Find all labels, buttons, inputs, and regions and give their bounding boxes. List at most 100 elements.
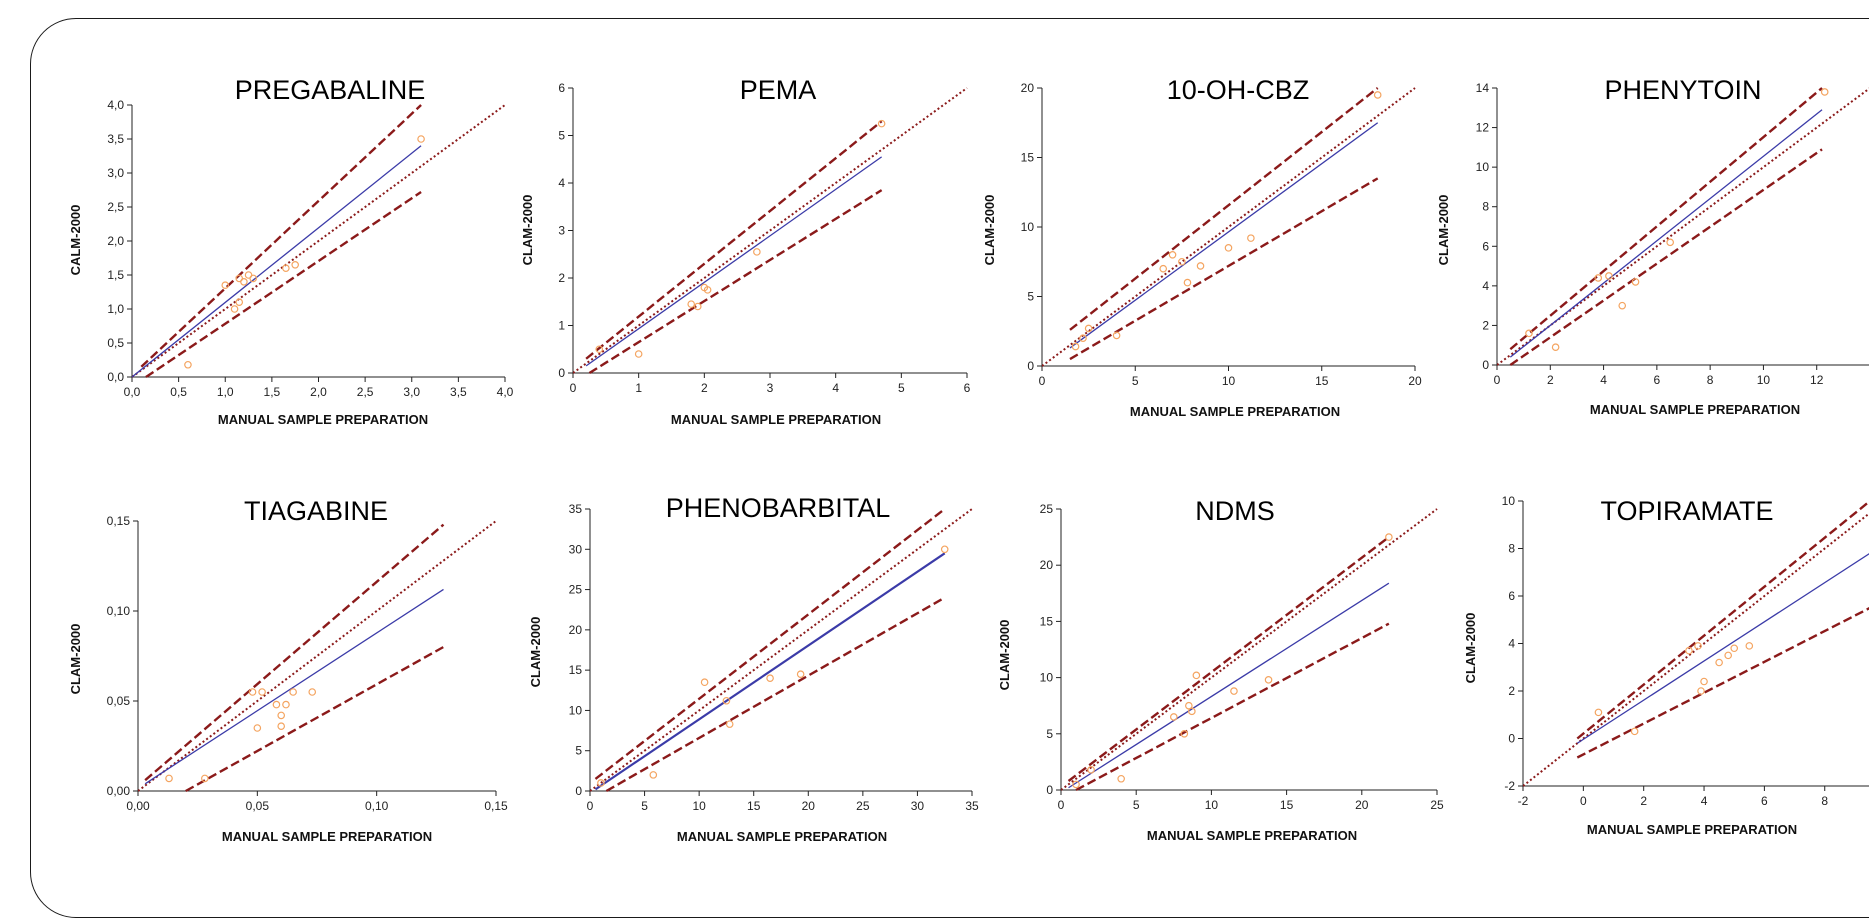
y-tick-label: 2,0 — [107, 234, 124, 248]
x-tick-label: 15 — [1280, 798, 1294, 812]
identity-line — [138, 520, 497, 792]
ci-lower-line — [605, 596, 946, 793]
ci-lower-line — [1075, 622, 1390, 792]
data-point — [1715, 658, 1723, 667]
y-tick-label: 30 — [569, 542, 583, 556]
y-tick-label: 0,05 — [107, 694, 131, 708]
x-tick-label: 1,0 — [217, 385, 234, 399]
data-point — [282, 700, 290, 709]
data-point — [201, 774, 209, 783]
chart-title: PREGABALINE — [235, 75, 426, 105]
x-tick-label: 10 — [1222, 374, 1236, 388]
data-point — [1084, 324, 1093, 333]
data-point — [703, 286, 712, 294]
ci-upper-line — [1069, 87, 1379, 331]
regression-line — [1069, 122, 1379, 349]
y-axis-label: CLAM-2000 — [997, 620, 1012, 691]
x-tick-label: 15 — [1315, 374, 1329, 388]
data-point — [230, 305, 239, 313]
y-tick-label: 0,00 — [107, 784, 131, 798]
identity-line — [590, 508, 973, 792]
ci-lower-line — [1069, 177, 1379, 361]
x-tick-label: 0,0 — [124, 385, 141, 399]
y-tick-label: 15 — [569, 663, 583, 677]
x-tick-label: 12 — [1810, 373, 1824, 387]
x-tick-label: 4 — [1600, 373, 1607, 387]
data-point — [1724, 651, 1732, 660]
data-point — [1071, 342, 1080, 351]
x-tick-label: 3 — [767, 381, 774, 395]
x-tick-label: 4 — [832, 381, 839, 395]
x-tick-label: 20 — [1408, 374, 1422, 388]
x-tick-label: 0,5 — [170, 385, 187, 399]
data-point — [595, 345, 604, 354]
y-tick-label: 8 — [1482, 200, 1489, 214]
y-axis-label: CLAM-2000 — [528, 617, 543, 688]
data-point — [282, 264, 290, 273]
ci-upper-line — [585, 120, 883, 360]
y-tick-label: 2,5 — [107, 200, 124, 214]
data-point — [940, 545, 949, 554]
data-point — [1820, 88, 1829, 96]
y-tick-label: 12 — [1476, 121, 1490, 135]
data-point — [597, 779, 605, 787]
ci-upper-line — [594, 508, 946, 780]
data-point — [248, 688, 257, 696]
ci-lower-line — [1576, 607, 1869, 759]
x-tick-label: 5 — [641, 799, 648, 813]
y-tick-label: -2 — [1504, 779, 1515, 793]
x-tick-label: 2 — [701, 381, 708, 395]
x-tick-label: 2,0 — [310, 385, 327, 399]
data-point — [1112, 331, 1121, 340]
data-point — [1525, 329, 1533, 338]
chart-title: TIAGABINE — [244, 496, 388, 526]
x-axis-label: MANUAL SAMPLE PREPARATION — [1587, 822, 1797, 837]
regression-line — [585, 156, 883, 367]
data-point — [649, 771, 658, 779]
x-tick-label: 0 — [1039, 374, 1046, 388]
x-tick-label: 2,5 — [357, 385, 374, 399]
data-point — [1087, 765, 1095, 774]
data-point — [1117, 774, 1125, 783]
data-point — [687, 300, 696, 308]
data-point — [1666, 238, 1674, 247]
y-tick-label: 10 — [1476, 160, 1490, 174]
x-tick-label: 25 — [1430, 798, 1444, 812]
y-tick-label: 1,0 — [107, 302, 124, 316]
y-tick-label: 0,0 — [107, 370, 124, 384]
data-point — [1180, 729, 1189, 738]
x-tick-label: 2 — [1547, 373, 1554, 387]
data-point — [725, 720, 734, 728]
x-tick-label: 5 — [1133, 798, 1140, 812]
data-point — [258, 688, 266, 696]
x-tick-label: 3,5 — [450, 385, 467, 399]
y-tick-label: 0 — [1046, 783, 1053, 797]
regression-line — [1576, 553, 1869, 744]
x-tick-label: -2 — [1518, 794, 1529, 808]
data-point — [1594, 708, 1603, 717]
ci-lower-line — [185, 645, 445, 793]
regression-line — [594, 552, 946, 791]
chart-panel-pema: 0 1 2 3 4 5 6 0 1 2 3 4 5 6 PEMA MANUAL SAMPLE PREPARAT… — [520, 75, 971, 427]
y-tick-label: 3,0 — [107, 166, 124, 180]
x-tick-label: 4 — [1701, 794, 1708, 808]
y-tick-label: 25 — [569, 583, 583, 597]
data-point — [1745, 642, 1754, 650]
data-point — [1373, 91, 1382, 99]
data-point — [184, 360, 192, 369]
data-point — [1685, 646, 1693, 655]
chart-title: NDMS — [1195, 496, 1275, 526]
x-tick-label: 2 — [1640, 794, 1647, 808]
x-tick-label: 0 — [587, 799, 594, 813]
x-tick-label: 15 — [747, 799, 761, 813]
ci-upper-line — [140, 104, 422, 368]
x-tick-label: 0,15 — [484, 799, 508, 813]
y-tick-label: 2 — [1482, 318, 1489, 332]
x-tick-label: 20 — [802, 799, 816, 813]
y-tick-label: 1,5 — [107, 268, 124, 282]
y-tick-label: 10 — [1502, 494, 1516, 508]
x-tick-label: 0 — [1058, 798, 1065, 812]
x-tick-label: 30 — [911, 799, 925, 813]
data-point — [634, 350, 643, 358]
x-tick-label: 0 — [570, 381, 577, 395]
